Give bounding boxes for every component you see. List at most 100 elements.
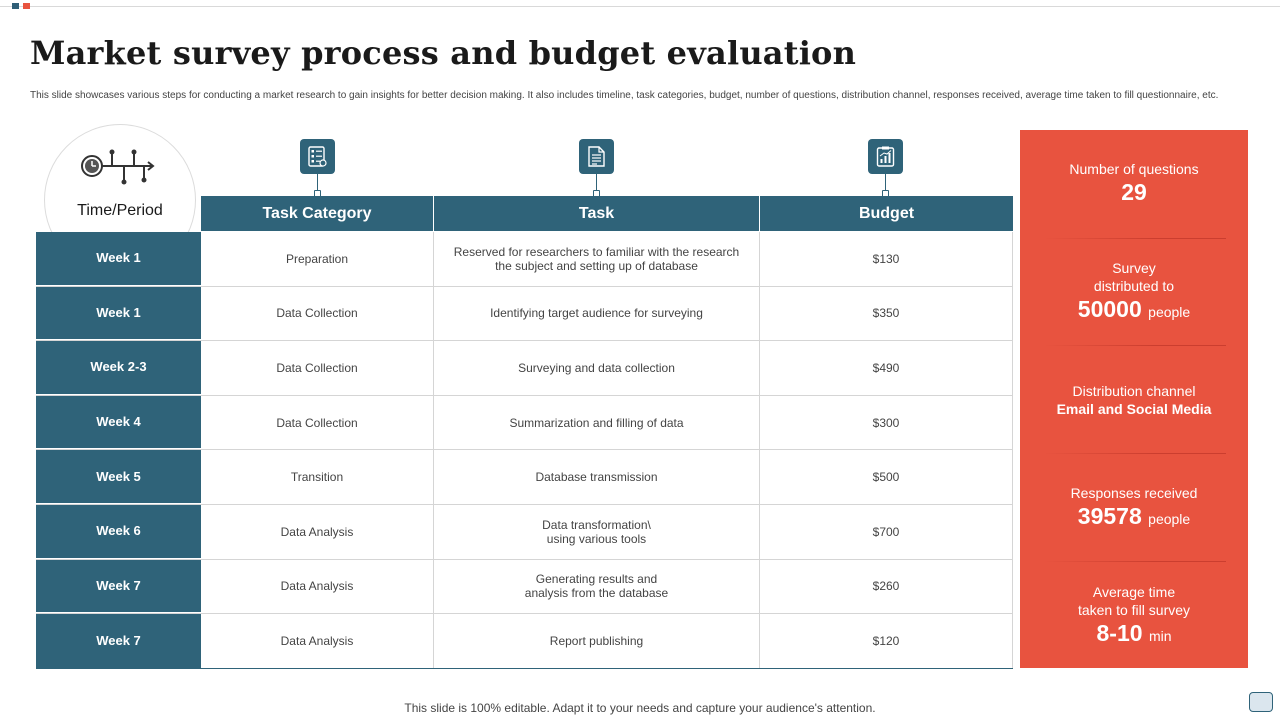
stat-divider bbox=[1044, 345, 1226, 346]
category-cell: Data Analysis bbox=[201, 559, 434, 614]
stat-channel-label: Distribution channel bbox=[1072, 383, 1196, 399]
time-period-label: Time/Period bbox=[77, 202, 163, 219]
task-cell-text: Database transmission bbox=[535, 470, 658, 485]
category-cell-text: Data Analysis bbox=[280, 524, 354, 539]
table-row: Week 4 Data Collection Summarization and f… bbox=[36, 395, 1013, 451]
page-subtitle: This slide showcases various steps for c… bbox=[30, 90, 1219, 101]
page-title: Market survey process and budget evaluat… bbox=[30, 34, 857, 72]
category-cell-text: Preparation bbox=[285, 251, 349, 266]
week-cell: Week 1 bbox=[36, 286, 201, 341]
budget-cell: $350 bbox=[760, 286, 1013, 341]
stat-responses-value: 39578 bbox=[1077, 503, 1142, 529]
table-header: Task Category Task Budget bbox=[201, 196, 1013, 231]
stat-questions-value: 29 bbox=[1121, 179, 1147, 205]
task-cell: Identifying target audience for surveyin… bbox=[434, 286, 760, 341]
stat-responses-unit: people bbox=[1148, 511, 1191, 527]
table-row: Week 7 Data Analysis Report publishing $120 bbox=[36, 614, 1013, 669]
task-cell: Summarization and filling of data bbox=[434, 395, 760, 450]
header-budget: Budget bbox=[858, 205, 915, 222]
footer-note: This slide is 100% editable. Adapt it to… bbox=[404, 701, 876, 715]
category-cell-text: Data Analysis bbox=[280, 579, 354, 594]
stat-responses-label: Responses received bbox=[1070, 485, 1198, 501]
category-connector bbox=[317, 174, 318, 193]
week-cell: Week 6 bbox=[36, 504, 201, 559]
checklist-icon bbox=[300, 139, 335, 174]
category-cell: Data Collection bbox=[201, 286, 434, 341]
week-cell-text: Week 6 bbox=[96, 523, 141, 539]
week-cell-text: Week 5 bbox=[96, 468, 141, 484]
table-row: Week 1 Data Collection Identifying target … bbox=[36, 286, 1013, 342]
category-cell-text: Transition bbox=[290, 470, 344, 485]
table-row: Week 2-3 Data Collection Surveying and dat… bbox=[36, 341, 1013, 396]
budget-cell-text: $260 bbox=[872, 579, 900, 594]
week-cell: Week 5 bbox=[36, 450, 201, 504]
budget-cell-text: $500 bbox=[872, 470, 900, 485]
category-cell-text: Data Collection bbox=[276, 360, 358, 375]
task-cell: Report publishing bbox=[434, 614, 760, 668]
task-connector bbox=[596, 174, 597, 193]
top-rule bbox=[0, 6, 1280, 7]
task-cell: Generating results and analysis from the… bbox=[434, 559, 760, 614]
week-cell: Week 1 bbox=[36, 232, 201, 286]
stat-distributed: Survey distributed to 50000 people bbox=[1020, 259, 1248, 326]
top-accent-square-blue bbox=[12, 3, 19, 9]
week-cell: Week 7 bbox=[36, 559, 201, 614]
budget-cell: $300 bbox=[760, 395, 1013, 450]
stat-channel: Distribution channel Email and Social Me… bbox=[1020, 382, 1248, 418]
stat-responses: Responses received 39578 people bbox=[1020, 484, 1248, 533]
week-cell: Week 7 bbox=[36, 614, 201, 668]
category-cell: Data Collection bbox=[201, 395, 434, 450]
category-cell: Preparation bbox=[201, 232, 434, 286]
task-cell: Database transmission bbox=[434, 450, 760, 504]
stat-divider bbox=[1044, 453, 1226, 454]
task-cell-text: Data transformation\ using various tools bbox=[542, 517, 651, 546]
slide-corner-button[interactable] bbox=[1249, 692, 1273, 712]
category-cell-text: Data Analysis bbox=[280, 633, 354, 648]
task-cell-text: Report publishing bbox=[549, 633, 644, 648]
stat-avg-time-value: 8-10 bbox=[1096, 620, 1143, 646]
week-cell-text: Week 2-3 bbox=[90, 359, 147, 375]
category-cell: Data Collection bbox=[201, 341, 434, 395]
week-cell-text: Week 7 bbox=[96, 577, 141, 593]
survey-stats-panel: Number of questions 29 Survey distribute… bbox=[1020, 130, 1248, 668]
week-cell-text: Week 7 bbox=[96, 632, 141, 648]
budget-cell-text: $120 bbox=[872, 633, 900, 648]
category-cell-text: Data Collection bbox=[276, 306, 358, 321]
clock-timeline-icon bbox=[81, 149, 155, 185]
stat-questions-label: Number of questions bbox=[1069, 161, 1199, 177]
chart-report-icon bbox=[868, 139, 903, 174]
stat-distributed-unit: people bbox=[1148, 304, 1191, 320]
stat-divider bbox=[1044, 561, 1226, 562]
task-cell-text: Identifying target audience for surveyin… bbox=[490, 306, 703, 321]
stat-avg-time-label: Average time taken to fill survey bbox=[1077, 584, 1191, 618]
week-cell: Week 4 bbox=[36, 395, 201, 450]
stat-distributed-value: 50000 bbox=[1077, 296, 1142, 322]
task-cell-text: Generating results and analysis from the… bbox=[524, 572, 669, 601]
task-cell: Data transformation\ using various tools bbox=[434, 504, 760, 559]
week-cell: Week 2-3 bbox=[36, 341, 201, 395]
table-row: Week 1 Preparation Reserved for researcher… bbox=[36, 232, 1013, 287]
week-cell-text: Week 1 bbox=[96, 250, 141, 266]
budget-cell-text: $350 bbox=[872, 306, 900, 321]
category-cell: Data Analysis bbox=[201, 504, 434, 559]
header-task-category: Task Category bbox=[201, 196, 434, 231]
schedule-table: Week 1 Preparation Reserved for researcher… bbox=[36, 232, 1013, 669]
stat-channel-value: Email and Social Media bbox=[1056, 401, 1212, 417]
category-cell: Transition bbox=[201, 450, 434, 504]
task-cell-text: Reserved for researchers to familiar wit… bbox=[453, 244, 740, 273]
budget-cell: $260 bbox=[760, 559, 1013, 614]
budget-cell: $500 bbox=[760, 450, 1013, 504]
table-row: Week 6 Data Analysis Data transformation\ … bbox=[36, 504, 1013, 560]
task-cell: Surveying and data collection bbox=[434, 341, 760, 395]
budget-cell-text: $130 bbox=[872, 251, 900, 266]
task-cell-text: Surveying and data collection bbox=[518, 360, 675, 375]
budget-cell-text: $700 bbox=[872, 524, 900, 539]
week-cell-text: Week 1 bbox=[96, 304, 141, 320]
table-row: Week 5 Transition Database transmission $50… bbox=[36, 450, 1013, 505]
budget-cell: $700 bbox=[760, 504, 1013, 559]
category-cell: Data Analysis bbox=[201, 614, 434, 668]
week-cell-text: Week 4 bbox=[96, 414, 141, 430]
category-cell-text: Data Collection bbox=[276, 415, 358, 430]
budget-cell-text: $490 bbox=[872, 360, 900, 375]
task-cell: Reserved for researchers to familiar wit… bbox=[434, 232, 760, 286]
